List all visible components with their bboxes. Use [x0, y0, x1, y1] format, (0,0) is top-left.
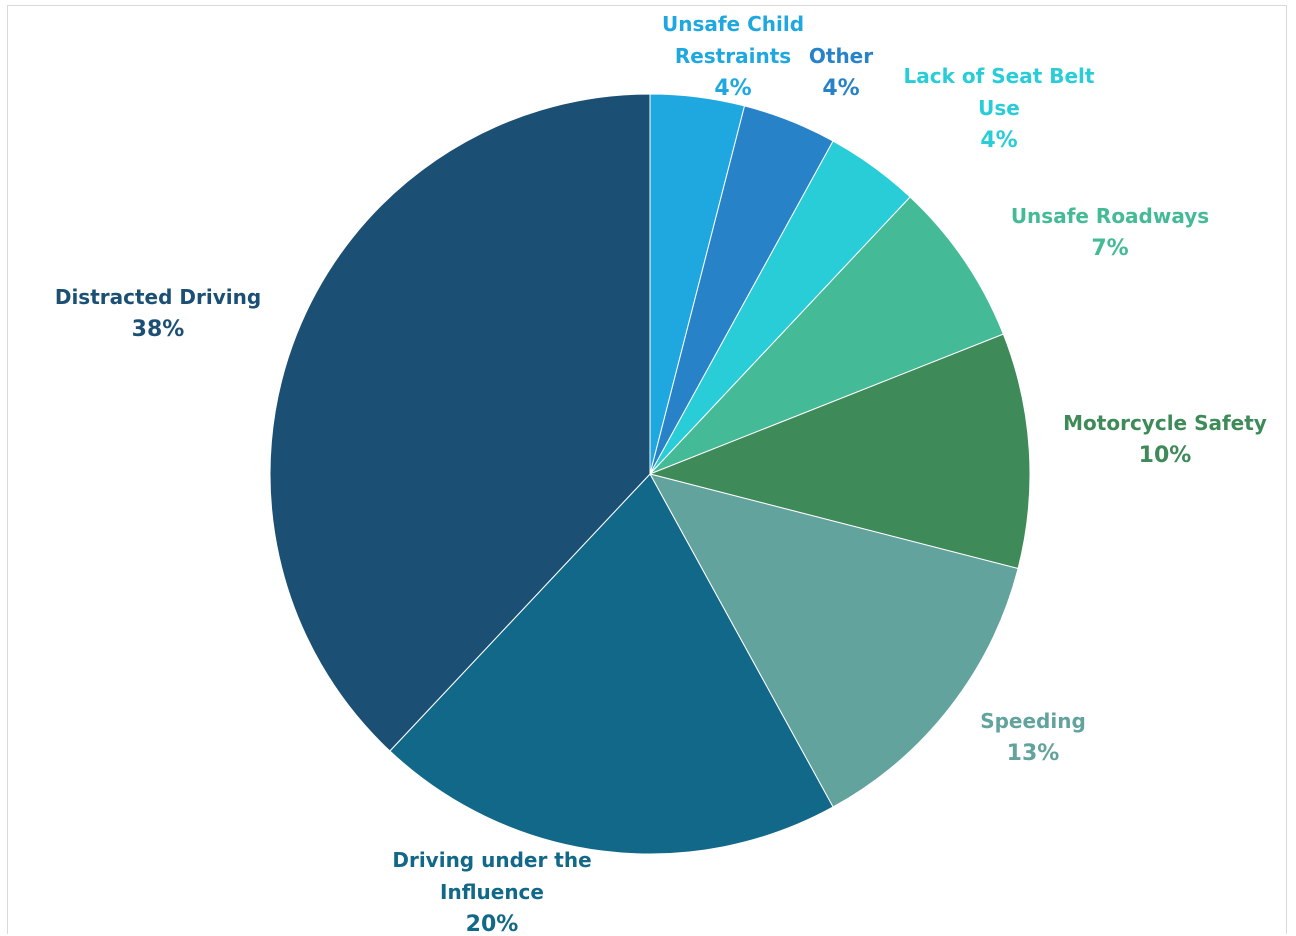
data-label-driving-under-the-influence: Driving under the Influence 20% — [392, 848, 591, 936]
pie-slice-motorcycle-safety — [648, 333, 1031, 570]
data-label-distracted-driving: Distracted Driving 38% — [55, 285, 261, 342]
data-label-motorcycle-safety: Motorcycle Safety 10% — [1063, 411, 1267, 468]
pie-slice-distracted-driving — [269, 93, 651, 752]
pie-slice-speeding — [649, 473, 1019, 808]
data-label-speeding: Speeding 13% — [980, 709, 1086, 766]
pie-slice-driving-under-the-influence — [389, 473, 834, 855]
data-label-lack-of-seat-belt-use: Lack of Seat Belt Use 4% — [904, 64, 1095, 153]
data-label-other: Other 4% — [809, 44, 873, 101]
data-label-unsafe-child-restraints: Unsafe Child Restraints 4% — [662, 12, 804, 101]
data-label-unsafe-roadways: Unsafe Roadways 7% — [1011, 204, 1209, 261]
pie-slice-unsafe-roadways — [649, 196, 1004, 475]
